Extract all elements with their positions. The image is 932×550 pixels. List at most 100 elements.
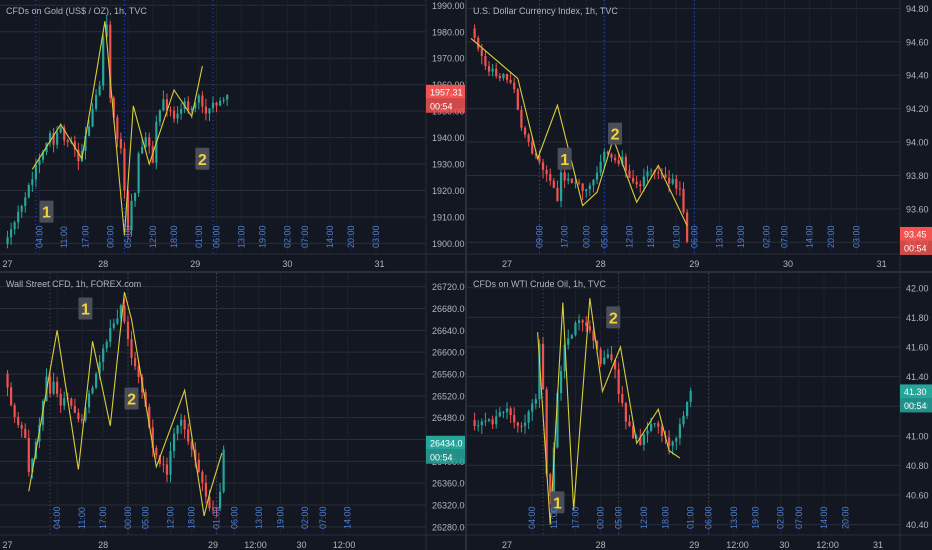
candle [66, 138, 69, 148]
candle [130, 193, 133, 237]
dow-chart-svg[interactable]: 26720.00 26680.00 26640.00 26600.00 26560.00… [0, 273, 465, 550]
candle [87, 389, 91, 414]
candle [24, 423, 27, 439]
candle [516, 88, 519, 111]
candle [201, 91, 204, 114]
candle [119, 132, 122, 154]
dxy-chart-svg[interactable]: 94.8094.6094.4094.2094.0093.8093.6093.40… [467, 0, 932, 271]
vertical-pane-divider[interactable] [465, 0, 467, 550]
candle [599, 154, 602, 177]
candle [639, 180, 642, 193]
dxy-chart-pane[interactable]: 94.8094.6094.4094.2094.0093.8093.6093.40… [467, 0, 932, 271]
candle [162, 90, 165, 112]
candle [513, 407, 516, 429]
svg-text:26434.0: 26434.0 [430, 438, 463, 448]
candle [610, 152, 613, 162]
time-axis-label: 29 [689, 259, 699, 269]
candle [685, 209, 689, 244]
chart-title: U.S. Dollar Currency Index, 1h, TVC [473, 6, 618, 16]
wave-marker-1[interactable]: 1 [557, 147, 572, 170]
candle [678, 418, 682, 445]
hour-label: 04:00 [527, 506, 537, 529]
y-tick-label: 94.00 [906, 138, 929, 148]
candle [516, 421, 519, 433]
candle [222, 445, 225, 494]
candle [102, 33, 105, 91]
candle [646, 165, 649, 182]
time-axis-label: 27 [3, 259, 13, 269]
y-tick-label: 1980.00 [432, 27, 465, 37]
candle [502, 73, 505, 81]
candle [559, 365, 563, 401]
hour-label: 02:00 [761, 225, 771, 248]
y-tick-label: 1910.00 [432, 212, 465, 222]
wave-marker-1[interactable]: 1 [39, 200, 54, 223]
candle [80, 413, 84, 424]
candle [123, 298, 126, 325]
candle [599, 346, 602, 368]
hour-label: 06:00 [212, 225, 222, 248]
candle [194, 101, 197, 113]
candle [144, 132, 147, 149]
time-axis-label: 31 [873, 540, 883, 550]
candle [628, 414, 631, 428]
time-axis-label: 31 [877, 259, 887, 269]
candle [109, 20, 112, 104]
candle [480, 418, 483, 434]
time-axis-label: 28 [596, 540, 606, 550]
candle [581, 183, 584, 200]
candle [218, 97, 222, 107]
y-tick-label: 40.40 [906, 520, 929, 530]
horizontal-pane-divider[interactable] [0, 271, 932, 273]
candle [27, 182, 30, 199]
hour-label: 05:00 [614, 506, 624, 529]
time-axis-label: 27 [502, 259, 512, 269]
zigzag-line[interactable] [31, 21, 203, 236]
candle [31, 171, 34, 192]
candle [588, 320, 591, 334]
candle [495, 63, 498, 79]
hour-label: 01:00 [671, 225, 681, 248]
wave-marker-1[interactable]: 1 [550, 491, 565, 514]
hour-label: 05:00 [123, 225, 133, 248]
time-axis-label: 12:00 [333, 540, 356, 550]
wti-chart-svg[interactable]: 42.0041.8041.6041.4041.2041.0040.8040.60… [467, 273, 932, 550]
svg-text:00:54: 00:54 [904, 401, 927, 411]
candle [165, 93, 169, 117]
hour-label: 05:00 [141, 506, 151, 529]
candle [581, 318, 584, 332]
hour-label: 01:00 [686, 506, 696, 529]
candle [183, 415, 186, 439]
gold-chart-pane[interactable]: 1990.001980.001970.001960.001950.001940.… [0, 0, 465, 271]
wti-chart-pane[interactable]: 42.0041.8041.6041.4041.2041.0040.8040.60… [467, 273, 932, 550]
current-price-label: 26434.0 [426, 435, 465, 450]
gold-chart-svg[interactable]: 1990.001980.001970.001960.001950.001940.… [0, 0, 465, 271]
candle [91, 385, 94, 395]
hour-label: 06:00 [704, 506, 714, 529]
candle [487, 418, 491, 423]
wave-marker-2[interactable]: 2 [606, 306, 621, 329]
hour-label: 17:00 [98, 506, 108, 529]
zigzag-line[interactable] [28, 291, 223, 517]
wave-marker-2[interactable]: 2 [124, 387, 139, 410]
zigzag-line[interactable] [537, 298, 681, 525]
wave-marker-2[interactable]: 2 [608, 122, 623, 145]
y-tick-label: 26320.00 [432, 500, 465, 510]
zigzag-line[interactable] [470, 38, 688, 226]
dow-chart-pane[interactable]: 26720.00 26680.00 26640.00 26600.00 26560.00… [0, 273, 465, 550]
candle [87, 119, 91, 137]
candle [484, 412, 487, 427]
time-axis-label: 12:00 [726, 540, 749, 550]
hour-label: 18:00 [660, 506, 670, 529]
candle [116, 114, 119, 148]
y-tick-label: 94.20 [906, 104, 929, 114]
hour-label: 18:00 [646, 225, 656, 248]
candle [559, 166, 563, 208]
wave-marker-1[interactable]: 1 [78, 297, 93, 320]
candle [585, 188, 588, 198]
time-axis-label: 28 [98, 259, 108, 269]
wave-marker-2[interactable]: 2 [195, 147, 210, 170]
candle [194, 442, 197, 468]
candle [17, 412, 20, 428]
hour-label: 18:00 [187, 506, 197, 529]
